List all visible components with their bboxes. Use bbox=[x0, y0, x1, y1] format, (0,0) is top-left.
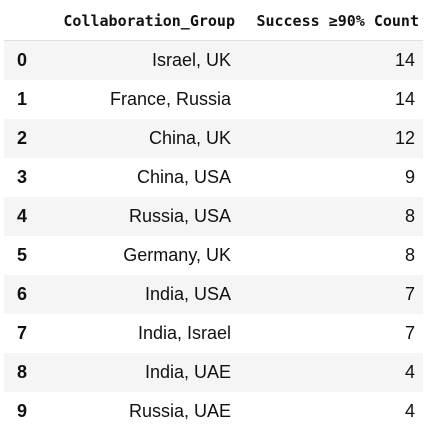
success-count-cell: 9 bbox=[404, 166, 415, 187]
success-count-cell: 8 bbox=[404, 205, 415, 226]
success-count-cell: 7 bbox=[404, 283, 415, 304]
column-header-success-count: Success ≥90% Count bbox=[239, 2, 423, 41]
row-index: 6 bbox=[17, 283, 28, 304]
collaboration-group-cell: Russia, UAE bbox=[128, 400, 231, 421]
dataframe-output: Collaboration_Group Success ≥90% Count 0… bbox=[4, 2, 423, 431]
table-row: 7 India, Israel 7 bbox=[4, 314, 423, 353]
collaboration-group-cell: China, USA bbox=[136, 166, 231, 187]
table-row: 3 China, USA 9 bbox=[4, 158, 423, 197]
row-index: 9 bbox=[17, 400, 28, 421]
index-header bbox=[4, 2, 45, 41]
table-row: 0 Israel, UK 14 bbox=[4, 40, 423, 80]
success-count-cell: 12 bbox=[394, 127, 415, 148]
collaboration-group-cell: France, Russia bbox=[109, 88, 231, 109]
collaboration-group-cell: China, UK bbox=[148, 127, 231, 148]
column-header-collaboration-group: Collaboration_Group bbox=[45, 2, 239, 41]
row-index: 0 bbox=[17, 49, 28, 70]
table-row: 4 Russia, USA 8 bbox=[4, 196, 423, 236]
row-index: 5 bbox=[17, 244, 28, 265]
success-count-cell: 4 bbox=[404, 400, 415, 421]
collaboration-group-cell: India, UAE bbox=[144, 361, 231, 382]
collaboration-group-cell: Israel, UK bbox=[151, 49, 231, 70]
table-row: 8 India, UAE 4 bbox=[4, 352, 423, 392]
success-count-cell: 14 bbox=[394, 88, 415, 109]
table-row: 5 Germany, UK 8 bbox=[4, 236, 423, 275]
header-row: Collaboration_Group Success ≥90% Count bbox=[4, 2, 423, 41]
table-row: 6 India, USA 7 bbox=[4, 274, 423, 314]
collaboration-group-cell: India, USA bbox=[144, 283, 231, 304]
row-index: 7 bbox=[17, 322, 28, 343]
row-index: 3 bbox=[17, 166, 28, 187]
collaboration-group-cell: Russia, USA bbox=[128, 205, 231, 226]
success-count-cell: 4 bbox=[404, 361, 415, 382]
table-row: 2 China, UK 12 bbox=[4, 118, 423, 158]
dataframe-table: Collaboration_Group Success ≥90% Count 0… bbox=[4, 2, 423, 431]
row-index: 8 bbox=[17, 361, 28, 382]
success-count-cell: 8 bbox=[404, 244, 415, 265]
success-count-cell: 7 bbox=[404, 322, 415, 343]
row-index: 1 bbox=[17, 88, 28, 109]
row-index: 4 bbox=[17, 205, 28, 226]
collaboration-group-cell: Germany, UK bbox=[123, 244, 231, 265]
success-count-cell: 14 bbox=[394, 49, 415, 70]
table-row: 1 France, Russia 14 bbox=[4, 80, 423, 119]
table-row: 9 Russia, UAE 4 bbox=[4, 392, 423, 431]
collaboration-group-cell: India, Israel bbox=[137, 322, 231, 343]
row-index: 2 bbox=[17, 127, 28, 148]
